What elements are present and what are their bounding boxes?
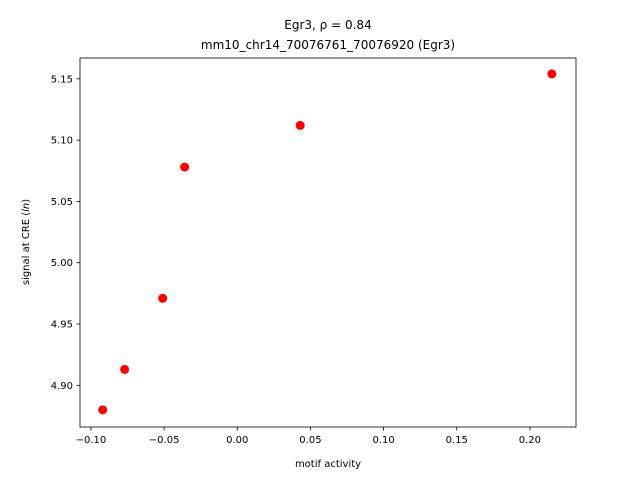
- x-axis-label: motif activity: [295, 459, 361, 470]
- y-tick-label-2: 5.00: [51, 258, 73, 269]
- y-tick-label-3: 5.05: [51, 197, 73, 208]
- x-tick-label-6: 0.20: [519, 435, 541, 446]
- y-tick-label-0: 4.90: [51, 381, 73, 392]
- x-tick-label-0: −0.10: [76, 435, 107, 446]
- data-point-5: [547, 69, 557, 79]
- data-point-0: [98, 405, 108, 415]
- axes-frame: [79, 57, 577, 428]
- y-axis-label-suffix: ): [21, 199, 32, 203]
- data-point-1: [120, 364, 130, 374]
- y-tick-label-5: 5.15: [51, 74, 73, 85]
- y-axis-label: signal at CRE (ln): [21, 199, 32, 285]
- y-axis-label-prefix: signal at CRE (: [21, 212, 32, 285]
- data-point-2: [158, 293, 168, 303]
- data-point-3: [180, 162, 190, 172]
- x-tick-label-1: −0.05: [149, 435, 180, 446]
- x-tick-label-2: 0.00: [226, 435, 248, 446]
- plot-area: −0.10 −0.05 0.00 0.05 0.10 0.15 0.20 4.90 4.95 5.…: [51, 57, 577, 446]
- y-tick-label-1: 4.95: [51, 320, 73, 331]
- chart-title-line2: mm10_chr14_70076761_70076920 (Egr3): [201, 38, 455, 52]
- y-tick-label-4: 5.10: [51, 136, 73, 147]
- chart-title-line1: Egr3, ρ = 0.84: [284, 18, 371, 32]
- x-tick-label-3: 0.05: [299, 435, 321, 446]
- x-tick-label-4: 0.10: [372, 435, 394, 446]
- x-tick-label-5: 0.15: [446, 435, 468, 446]
- y-axis-label-unit: ln: [21, 203, 32, 212]
- data-point-4: [295, 120, 305, 130]
